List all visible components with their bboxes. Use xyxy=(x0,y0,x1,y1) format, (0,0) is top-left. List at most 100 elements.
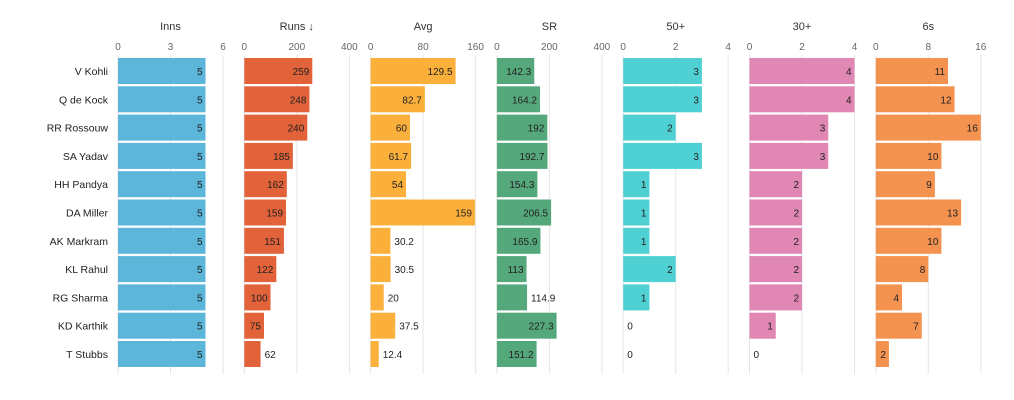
data-label: 61.7 xyxy=(389,152,409,163)
data-label: 1 xyxy=(641,180,647,191)
tick-label: 3 xyxy=(168,42,174,53)
data-label: 159 xyxy=(455,209,472,220)
data-label: 151 xyxy=(264,237,281,248)
data-label: 5 xyxy=(197,209,203,220)
bar xyxy=(496,171,538,198)
bar xyxy=(623,199,650,226)
data-label: 37.5 xyxy=(399,322,419,333)
bar xyxy=(244,114,308,141)
data-label: 5 xyxy=(197,350,203,361)
panel-runs-: 0 200 400 Runs ↓ 259 248 240 185 162 159 151 122 100… xyxy=(242,21,358,367)
tick-label: 8 xyxy=(926,42,932,53)
data-label: 30.5 xyxy=(395,265,415,276)
bar xyxy=(244,341,261,367)
data-label: 16 xyxy=(967,124,979,135)
bar xyxy=(749,312,776,339)
bar xyxy=(244,312,264,339)
bar xyxy=(749,256,802,283)
data-label: 4 xyxy=(846,67,852,78)
data-label: 2 xyxy=(667,265,673,276)
bar xyxy=(749,227,802,254)
bar xyxy=(118,341,206,367)
tick-label: 0 xyxy=(620,42,626,53)
data-label: 54 xyxy=(392,180,404,191)
data-label: 5 xyxy=(197,124,203,135)
player-label-v-kohli: V Kohli xyxy=(75,66,108,78)
panel-6s: 0 8 16 6s 11 12 16 10 9 13 10 8 4 7 2 xyxy=(873,21,987,367)
bar xyxy=(749,86,855,113)
bar xyxy=(118,86,206,113)
bar xyxy=(496,284,528,311)
tick-label: 0 xyxy=(242,42,248,53)
bar xyxy=(244,86,310,113)
data-label: 5 xyxy=(197,95,203,106)
data-label: 4 xyxy=(846,95,852,106)
bar xyxy=(623,256,676,283)
panel-sr: 0 200 400 SR 142.3 164.2 192 192.7 154.3 206.5 165… xyxy=(494,21,611,367)
bar xyxy=(496,227,541,254)
player-label-t-stubbs: T Stubbs xyxy=(66,349,108,361)
bar xyxy=(370,114,410,141)
bar xyxy=(875,284,903,311)
tick-label: 200 xyxy=(288,42,305,53)
bar xyxy=(370,199,475,226)
data-label: 151.2 xyxy=(509,350,534,361)
tick-label: 400 xyxy=(594,42,611,53)
data-label: 100 xyxy=(251,293,268,304)
data-label: 30.2 xyxy=(394,237,414,248)
bar xyxy=(370,312,396,339)
data-label: 2 xyxy=(793,293,799,304)
data-label: 122 xyxy=(257,265,274,276)
bar xyxy=(370,86,425,113)
data-label: 4 xyxy=(893,293,899,304)
bar xyxy=(370,58,456,84)
tick-label: 6 xyxy=(220,42,226,53)
data-label: 165.9 xyxy=(512,237,537,248)
bar xyxy=(875,171,935,198)
data-label: 142.3 xyxy=(506,67,531,78)
bar xyxy=(496,312,557,339)
data-label: 259 xyxy=(293,67,310,78)
bar xyxy=(623,114,676,141)
bar xyxy=(623,86,702,113)
panel-title: Avg xyxy=(414,21,433,33)
data-label: 2 xyxy=(793,209,799,220)
bar xyxy=(749,58,855,84)
bar xyxy=(875,86,955,113)
bar xyxy=(875,114,981,141)
bar xyxy=(496,86,541,113)
data-label: 113 xyxy=(508,265,524,276)
panel-title: 6s xyxy=(922,21,934,33)
data-label: 2 xyxy=(880,350,886,361)
data-label: 5 xyxy=(197,237,203,248)
bar xyxy=(244,58,313,84)
bar xyxy=(118,114,206,141)
data-label: 7 xyxy=(913,322,919,333)
bar xyxy=(370,284,384,311)
bar xyxy=(244,256,277,283)
data-label: 3 xyxy=(820,152,826,163)
bar xyxy=(244,171,287,198)
data-label: 227.3 xyxy=(529,322,554,333)
player-label-kl-rahul: KL Rahul xyxy=(65,264,108,276)
tick-label: 200 xyxy=(541,42,558,53)
player-label-rr-rossouw: RR Rossouw xyxy=(47,123,109,135)
bar xyxy=(749,142,829,169)
data-label: 5 xyxy=(197,293,203,304)
data-label: 1 xyxy=(641,209,647,220)
data-label: 0 xyxy=(627,322,633,333)
bar xyxy=(496,58,535,84)
data-label: 164.2 xyxy=(512,95,537,106)
data-label: 5 xyxy=(197,180,203,191)
tick-label: 80 xyxy=(418,42,430,53)
data-label: 129.5 xyxy=(428,67,453,78)
data-label: 2 xyxy=(793,237,799,248)
panel-title: 50+ xyxy=(666,21,685,33)
bar xyxy=(244,199,287,226)
bar xyxy=(749,171,802,198)
bar xyxy=(496,114,548,141)
data-label: 5 xyxy=(197,152,203,163)
bar xyxy=(623,284,650,311)
bar xyxy=(244,284,271,311)
bar xyxy=(749,284,802,311)
